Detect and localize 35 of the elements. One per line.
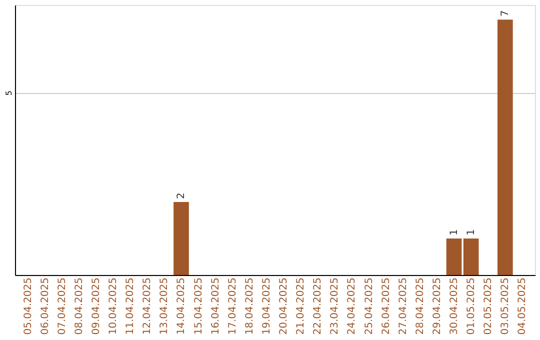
x-tick-label: 29.04.2025	[432, 278, 443, 335]
data-label: 2	[176, 192, 188, 200]
x-tick-label: 01.05.2025	[466, 278, 478, 335]
x-tick-label: 05.04.2025	[22, 278, 34, 335]
x-tick-label: 10.04.2025	[108, 278, 120, 335]
x-tick-label: 17.04.2025	[227, 278, 238, 335]
x-tick-label: 11.04.2025	[125, 278, 136, 335]
x-tick-label: 20.04.2025	[278, 278, 290, 335]
x-tick-label: 03.05.2025	[500, 278, 512, 335]
x-tick-label: 28.04.2025	[414, 278, 426, 335]
x-tick-label: 13.04.2025	[159, 278, 170, 335]
x-tick-label: 02.05.2025	[483, 278, 494, 335]
x-tick-label: 26.04.2025	[380, 278, 392, 335]
data-label: 7	[500, 10, 512, 17]
x-tick-label: 08.04.2025	[74, 278, 85, 335]
y-tick-label: 5	[4, 90, 14, 96]
x-tick-label: 18.04.2025	[244, 278, 256, 335]
x-tick-label: 16.04.2025	[210, 278, 222, 335]
x-tick-label: 27.04.2025	[398, 278, 409, 335]
x-tick-label: 25.04.2025	[364, 278, 375, 335]
x-tick-label: 04.05.2025	[517, 278, 528, 335]
x-tick-label: 23.04.2025	[330, 278, 341, 335]
x-tick-label: 12.04.2025	[142, 278, 154, 335]
x-tick-label: 24.04.2025	[346, 278, 358, 335]
x-tick-label: 07.04.2025	[56, 278, 68, 335]
x-tick-label: 15.04.2025	[193, 278, 204, 335]
x-tick-label: 22.04.2025	[312, 278, 324, 335]
x-tick-label: 14.04.2025	[176, 278, 188, 335]
x-tick-label: 30.04.2025	[449, 278, 460, 335]
x-tick-label: 09.04.2025	[90, 278, 102, 335]
x-tick-label: 21.04.2025	[296, 278, 307, 335]
x-tick-label: 19.04.2025	[261, 278, 272, 335]
data-label: 1	[466, 229, 478, 236]
x-tick-label: 06.04.2025	[40, 278, 51, 335]
data-label: 1	[449, 229, 460, 236]
